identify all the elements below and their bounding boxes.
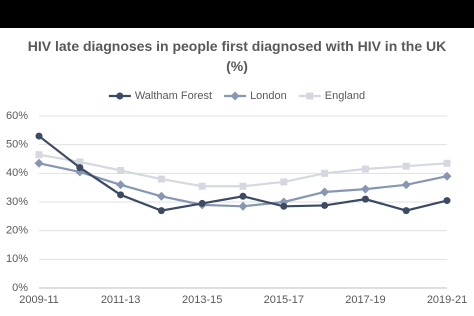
point bbox=[198, 182, 206, 190]
x-tick-label: 2017-19 bbox=[345, 294, 385, 306]
point bbox=[239, 192, 247, 200]
point bbox=[76, 158, 84, 166]
point bbox=[442, 171, 452, 181]
point bbox=[35, 151, 43, 159]
y-tick-label: 0% bbox=[12, 282, 28, 294]
point bbox=[156, 191, 166, 201]
x-tick-label: 2011-13 bbox=[101, 294, 141, 306]
point bbox=[401, 180, 411, 190]
point bbox=[117, 191, 125, 199]
y-tick-label: 50% bbox=[6, 139, 28, 151]
point bbox=[76, 164, 84, 172]
point bbox=[402, 162, 410, 170]
point bbox=[157, 207, 165, 215]
legend-label: Waltham Forest bbox=[135, 90, 212, 102]
point bbox=[117, 166, 125, 174]
point bbox=[321, 201, 329, 209]
legend-marker bbox=[306, 92, 314, 100]
legend-marker bbox=[230, 91, 240, 101]
point bbox=[320, 187, 330, 197]
y-tick-label: 20% bbox=[6, 225, 28, 237]
top-bar bbox=[0, 0, 474, 28]
y-tick-label: 10% bbox=[6, 253, 28, 265]
point bbox=[361, 195, 369, 203]
point bbox=[35, 132, 43, 140]
point bbox=[321, 169, 329, 177]
x-tick-label: 2013-15 bbox=[182, 294, 222, 306]
y-tick-label: 40% bbox=[6, 167, 28, 179]
point bbox=[34, 158, 44, 168]
point bbox=[239, 182, 247, 190]
legend-marker bbox=[116, 92, 124, 100]
x-tick-label: 2019-21 bbox=[427, 294, 467, 306]
point bbox=[361, 165, 369, 173]
legend-label: London bbox=[250, 90, 287, 102]
chart-title: HIV late diagnoses in people first diagn… bbox=[27, 38, 447, 74]
point bbox=[360, 184, 370, 194]
point bbox=[280, 202, 288, 210]
point bbox=[443, 197, 451, 205]
y-tick-label: 60% bbox=[6, 110, 28, 122]
point bbox=[280, 178, 288, 186]
x-tick-label: 2015-17 bbox=[264, 294, 304, 306]
point bbox=[402, 207, 410, 215]
point bbox=[443, 159, 451, 167]
point bbox=[116, 180, 126, 190]
legend-label: England bbox=[325, 90, 365, 102]
point bbox=[157, 175, 165, 183]
point bbox=[198, 199, 206, 207]
point bbox=[238, 201, 248, 211]
x-tick-label: 2009-11 bbox=[19, 294, 59, 306]
y-tick-label: 30% bbox=[6, 196, 28, 208]
